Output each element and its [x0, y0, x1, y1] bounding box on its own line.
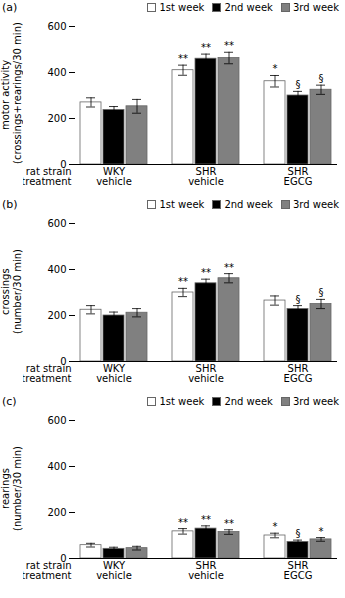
svg-text:200: 200: [47, 507, 66, 518]
svg-text:§: §: [296, 79, 301, 90]
html-text:1st week: 1st week: [159, 1, 205, 13]
html-text:1st week: 1st week: [159, 198, 205, 210]
svg-text:WKYvehicle: WKYvehicle: [96, 166, 132, 187]
html-text:(b): (b): [2, 197, 18, 211]
svg-text:rat straintreatment: rat straintreatment: [23, 363, 72, 384]
svg-text:**: **: [178, 517, 188, 528]
svg-text:rat straintreatment: rat straintreatment: [23, 560, 72, 581]
html-text:3rd week: 3rd week: [292, 1, 339, 13]
svg-text:§: §: [319, 73, 324, 84]
html-text:crossings (number/30 min): crossings (number/30 min): [0, 249, 23, 335]
html-text:3rd week: 3rd week: [292, 198, 339, 210]
html-text:rearings (number/30 min): rearings (number/30 min): [0, 446, 23, 532]
svg-text:SHREGCG: SHREGCG: [284, 363, 313, 384]
html-text:2nd week: 2nd week: [224, 1, 273, 13]
svg-text:0: 0: [60, 552, 67, 564]
svg-text:§: §: [296, 528, 301, 539]
html-text:3rd week: 3rd week: [292, 395, 339, 407]
svg-text:600: 600: [47, 415, 66, 426]
svg-text:0: 0: [60, 355, 67, 367]
svg-text:*: *: [273, 521, 278, 532]
svg-text:*: *: [273, 63, 278, 74]
svg-text:400: 400: [47, 67, 66, 78]
html-text:2nd week: 2nd week: [224, 395, 273, 407]
html-text:(a): (a): [2, 0, 18, 14]
svg-text:**: **: [178, 53, 188, 64]
svg-text:WKYvehicle: WKYvehicle: [96, 560, 132, 581]
svg-text:**: **: [201, 267, 211, 278]
svg-text:**: **: [224, 262, 234, 273]
svg-text:400: 400: [47, 264, 66, 275]
svg-text:200: 200: [47, 113, 66, 124]
svg-text:**: **: [201, 42, 211, 53]
svg-text:§: §: [296, 294, 301, 305]
svg-text:SHREGCG: SHREGCG: [284, 560, 313, 581]
svg-text:SHREGCG: SHREGCG: [284, 166, 313, 187]
svg-text:600: 600: [47, 218, 66, 229]
html-text:2nd week: 2nd week: [224, 198, 273, 210]
svg-text:SHRvehicle: SHRvehicle: [188, 166, 224, 187]
svg-text:SHRvehicle: SHRvehicle: [188, 363, 224, 384]
svg-text:**: **: [178, 276, 188, 287]
svg-text:WKYvehicle: WKYvehicle: [96, 363, 132, 384]
svg-text:200: 200: [47, 310, 66, 321]
svg-text:0: 0: [60, 158, 67, 170]
html-text:motor activity (crossings+rear: motor activity (crossings+rearings/30 mi…: [0, 22, 23, 164]
html-text:(c): (c): [2, 394, 17, 408]
svg-text:*: *: [319, 526, 324, 537]
svg-text:**: **: [224, 40, 234, 51]
html-text:1st week: 1st week: [159, 395, 205, 407]
svg-text:**: **: [201, 514, 211, 525]
svg-text:rat straintreatment: rat straintreatment: [23, 166, 72, 187]
svg-text:400: 400: [47, 461, 66, 472]
svg-text:600: 600: [47, 21, 66, 32]
svg-text:**: **: [224, 518, 234, 529]
svg-text:SHRvehicle: SHRvehicle: [188, 560, 224, 581]
svg-text:§: §: [319, 287, 324, 298]
